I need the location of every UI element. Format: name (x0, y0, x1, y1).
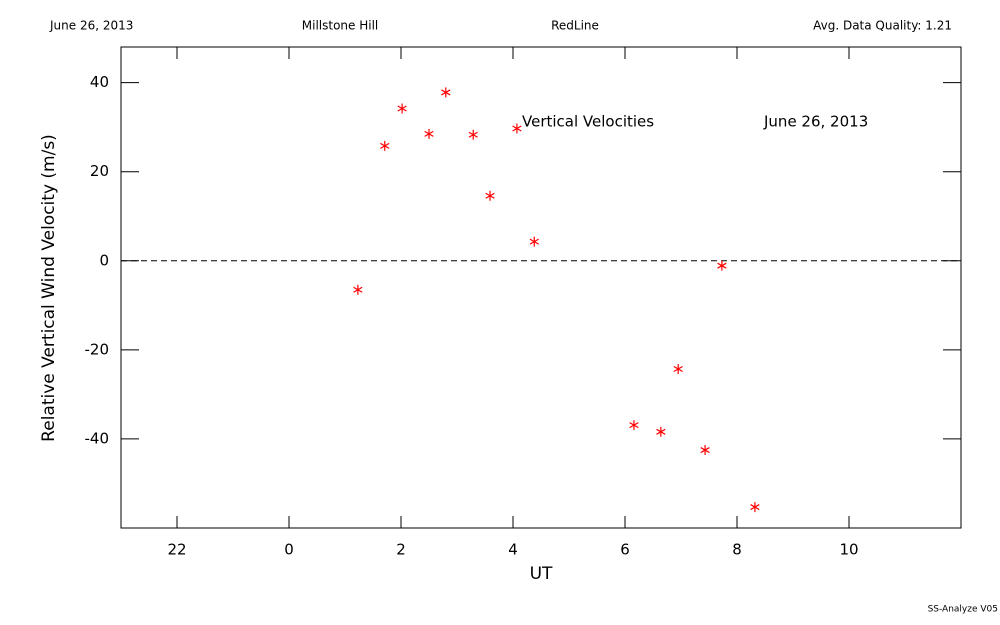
marker (529, 236, 539, 247)
marker (424, 128, 434, 139)
marker (717, 260, 727, 271)
footer: SS-Analyze V05 (928, 605, 998, 615)
marker (397, 103, 407, 114)
x-tick-label: 22 (167, 541, 186, 559)
header-instrument: RedLine (551, 19, 599, 33)
y-tick-label: 40 (90, 73, 109, 91)
x-tick-label: 6 (620, 541, 630, 559)
x-tick-label: 0 (284, 541, 294, 559)
header-quality: Avg. Data Quality: 1.21 (813, 19, 952, 33)
marker (441, 87, 451, 98)
marker (468, 129, 478, 140)
annotation: June 26, 2013 (763, 113, 868, 131)
marker (353, 284, 363, 295)
x-axis-label: UT (530, 564, 553, 584)
plot-frame (120, 46, 962, 529)
marker (485, 190, 495, 201)
y-axis-label: Relative Vertical Wind Velocity (m/s) (39, 134, 59, 442)
annotation: Vertical Velocities (522, 113, 654, 131)
marker (750, 502, 760, 513)
y-tick-label: 0 (99, 251, 109, 269)
x-tick-label: 2 (396, 541, 406, 559)
x-tick-label: 8 (732, 541, 742, 559)
marker (656, 426, 666, 437)
marker (380, 140, 390, 151)
marker (700, 445, 710, 456)
header-site: Millstone Hill (302, 19, 378, 33)
marker (673, 364, 683, 375)
marker (512, 123, 522, 134)
header-date: June 26, 2013 (49, 19, 133, 33)
y-tick-label: 20 (90, 162, 109, 180)
x-tick-label: 4 (508, 541, 518, 559)
x-tick-label: 10 (839, 541, 858, 559)
y-tick-label: -40 (85, 429, 110, 447)
marker (629, 420, 639, 431)
y-tick-label: -20 (85, 340, 110, 358)
